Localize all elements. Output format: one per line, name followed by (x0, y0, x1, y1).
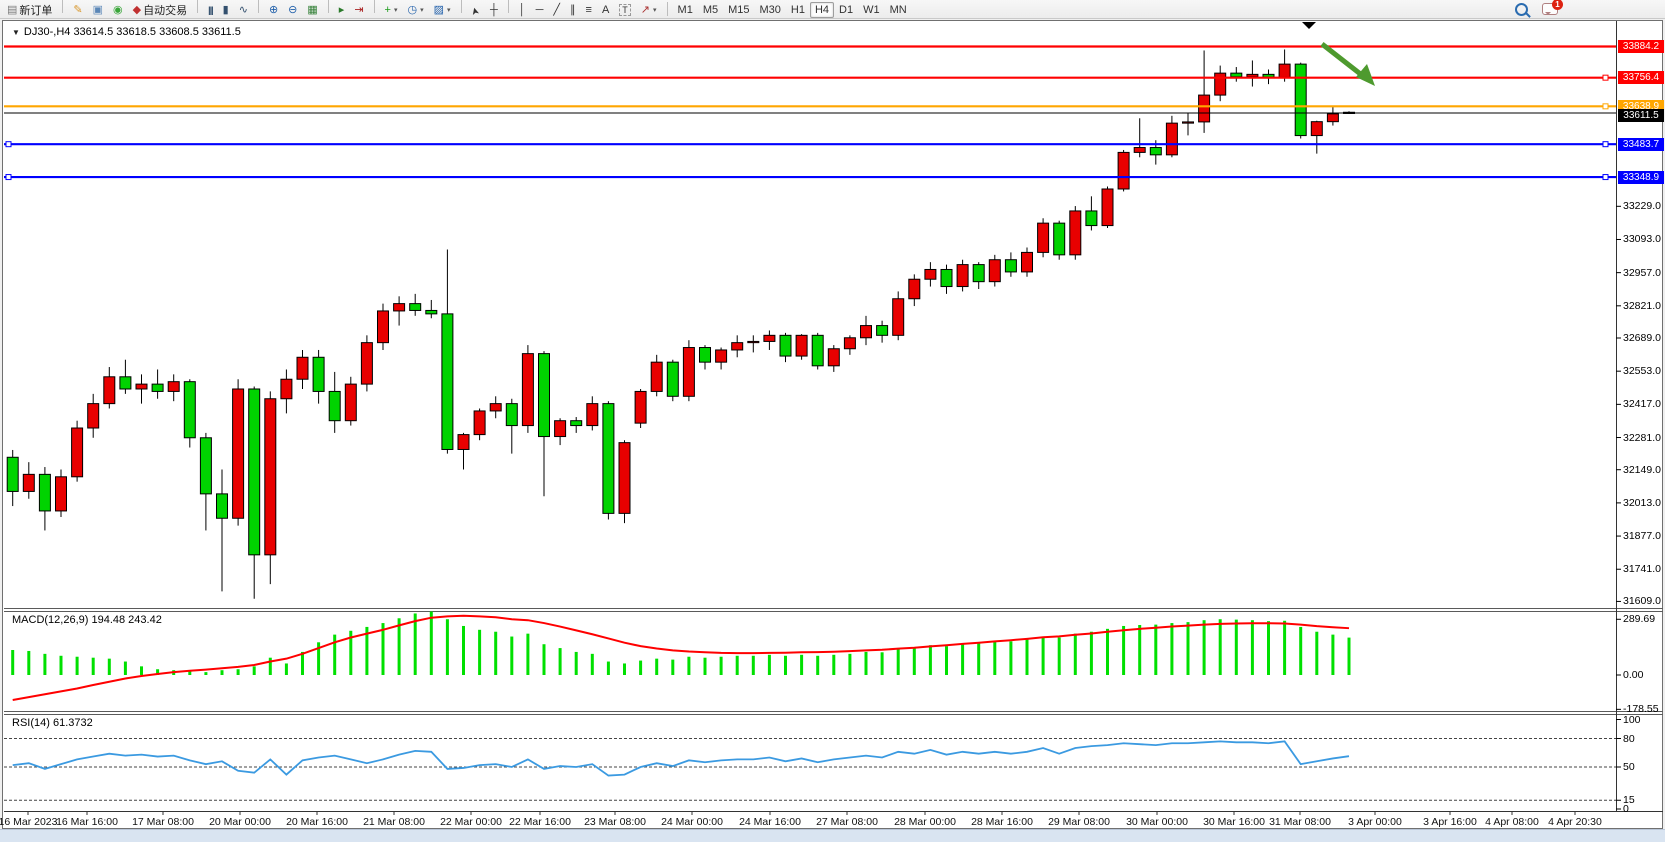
channel-button[interactable]: ∥ (566, 2, 580, 18)
window-bottom-edge (0, 829, 1665, 842)
toolbar-separator (507, 0, 509, 13)
new-order-button[interactable]: ▤ 新订单 (3, 2, 56, 18)
chart-shift-button[interactable]: ⇥ (350, 2, 367, 18)
timeframe-m30-button[interactable]: M30 (755, 2, 786, 18)
arrows-icon: ↗ (640, 4, 651, 16)
notifications-icon[interactable]: 1 (1542, 0, 1563, 15)
crosshair-button[interactable]: ┼ (486, 2, 502, 18)
chart-shift-icon: ⇥ (354, 4, 364, 16)
toolbar: ▤ 新订单 ✎ ▣ ◉ ◆ 自动交易 ||| ▮ ∿ ⊕ ⊖ ▦ ▸ ⇥ + ▾ ◷ ▾ ▨ ▾ ➤ ┼ │ ─ ╱ ∥ ≡ A T ↗ ▾ … (0, 0, 1665, 19)
dropdown-arrow-icon: ▾ (393, 7, 398, 14)
timeframe-group: M1 M5 M15 M30 H1 H4 D1 W1 MN (673, 0, 912, 18)
metaeditor-icon: ✎ (73, 4, 83, 16)
zoom-in-icon: ⊕ (268, 4, 279, 16)
bar-chart-icon: ||| (208, 5, 213, 15)
zoom-out-button[interactable]: ⊖ (284, 2, 301, 18)
tile-windows-icon: ▦ (307, 4, 318, 16)
terminal-icon: ▣ (92, 4, 104, 16)
line-chart-button[interactable]: ∿ (235, 2, 252, 18)
trendline-icon: ╱ (553, 4, 561, 16)
fibonacci-button[interactable]: ≡ (582, 2, 596, 18)
periods-button[interactable]: ◷ ▾ (404, 2, 428, 18)
toolbar-separator (460, 0, 462, 13)
toolbar-right-group: 1 (1515, 0, 1563, 16)
templates-button[interactable]: ▨ ▾ (430, 2, 455, 18)
search-icon[interactable] (1515, 2, 1528, 16)
terminal-button[interactable]: ▣ (89, 2, 107, 18)
text-label-icon: T (619, 4, 631, 16)
strategy-tester-button[interactable]: ◉ (109, 2, 127, 18)
candle-chart-icon: ▮ (222, 4, 229, 16)
horizontal-line-icon: ─ (535, 4, 544, 16)
vertical-line-button[interactable]: │ (515, 2, 530, 18)
metaeditor-button[interactable]: ✎ (69, 2, 86, 18)
periods-icon: ◷ (407, 4, 418, 16)
zoom-out-icon: ⊖ (288, 4, 298, 16)
autotrading-button-label: 自动交易 (143, 5, 188, 17)
new-order-button-label: 新订单 (19, 5, 53, 17)
new-order-icon: ▤ (7, 4, 18, 16)
timeframe-mn-button[interactable]: MN (885, 2, 912, 18)
dropdown-arrow-icon: ▾ (420, 7, 424, 14)
toolbar-separator (62, 0, 64, 13)
text-label-button[interactable]: T (615, 2, 635, 18)
text-icon: A (601, 4, 610, 16)
autotrading-icon: ◆ (132, 4, 142, 16)
templates-icon: ▨ (433, 4, 445, 16)
timeframe-m1-button[interactable]: M1 (673, 2, 698, 18)
horizontal-line-button[interactable]: ─ (532, 2, 548, 18)
zoom-in-button[interactable]: ⊕ (265, 2, 282, 18)
dropdown-arrow-icon: ▾ (653, 7, 657, 14)
trendline-button[interactable]: ╱ (549, 2, 564, 18)
arrows-button[interactable]: ↗ ▾ (637, 2, 661, 18)
timeframe-w1-button[interactable]: W1 (858, 2, 885, 18)
dropdown-arrow-icon: ▾ (447, 7, 451, 14)
toolbar-separator (666, 2, 668, 16)
vertical-line-icon: │ (518, 4, 526, 16)
indicators-button[interactable]: + ▾ (381, 2, 402, 18)
tile-windows-button[interactable]: ▦ (303, 2, 321, 18)
channel-icon: ∥ (570, 4, 576, 16)
autotrading-button[interactable]: ◆ 自动交易 (129, 2, 191, 18)
toolbar-separator (257, 0, 259, 13)
toolbar-buttons: ▤ 新订单 ✎ ▣ ◉ ◆ 自动交易 ||| ▮ ∿ ⊕ ⊖ ▦ ▸ ⇥ + ▾ ◷ ▾ ▨ ▾ ➤ ┼ │ ─ ╱ ∥ ≡ A T ↗ ▾ (2, 0, 662, 19)
bar-chart-button[interactable]: ||| (204, 2, 217, 18)
timeframe-d1-button[interactable]: D1 (834, 2, 858, 18)
line-chart-icon: ∿ (238, 4, 248, 16)
toolbar-separator (327, 0, 329, 13)
toolbar-separator (197, 0, 199, 13)
timeframe-h4-button[interactable]: H4 (809, 2, 835, 18)
timeframe-h1-button[interactable]: H1 (786, 2, 810, 18)
crosshair-icon: ┼ (489, 4, 498, 16)
candle-chart-button[interactable]: ▮ (219, 2, 233, 18)
notification-badge: 1 (1552, 0, 1563, 10)
timeframe-m5-button[interactable]: M5 (698, 2, 723, 18)
text-button[interactable]: A (598, 2, 613, 18)
timeframe-m15-button[interactable]: M15 (723, 2, 754, 18)
autoscroll-icon: ▸ (338, 4, 345, 16)
fibonacci-icon: ≡ (585, 4, 592, 16)
toolbar-separator (373, 0, 375, 13)
strategy-tester-icon: ◉ (113, 4, 123, 16)
indicators-icon: + (384, 4, 391, 16)
autoscroll-button[interactable]: ▸ (335, 2, 349, 18)
